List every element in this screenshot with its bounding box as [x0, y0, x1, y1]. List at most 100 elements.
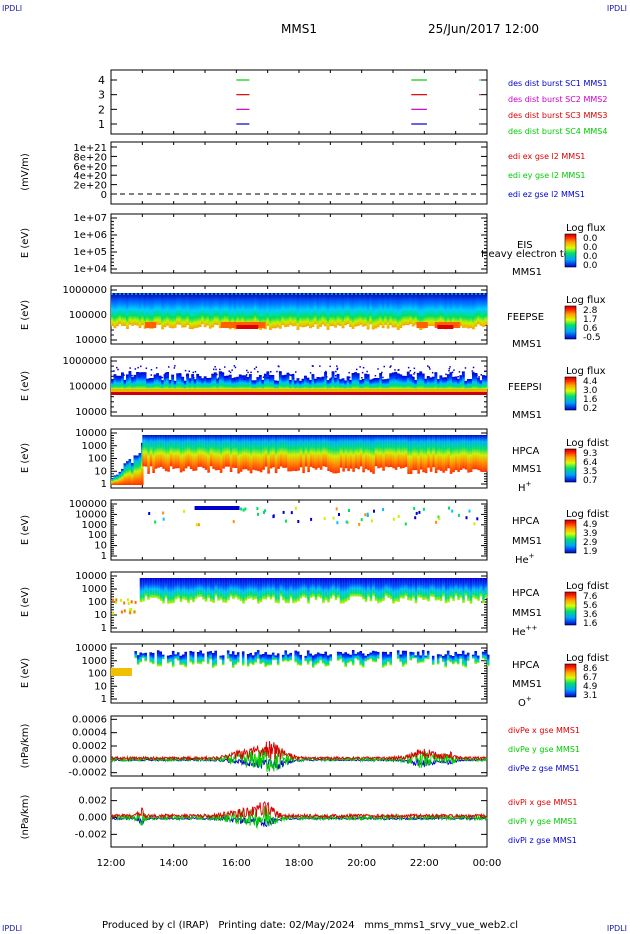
spectrogram-cell: [457, 513, 460, 517]
spectrogram-cell: [226, 650, 230, 660]
spectrogram-cell: [479, 380, 483, 389]
instrument-label: FEEPSE: [507, 312, 544, 323]
spectrogram-cell: [123, 463, 127, 485]
spectrogram-cell: [151, 378, 154, 389]
y-tick-label: 100: [88, 669, 107, 680]
spectrogram-cell: [389, 578, 393, 600]
colorbar-tick-label: 2.9: [583, 538, 598, 548]
spectrogram-cell: [127, 602, 130, 605]
spectrogram-cell: [284, 578, 288, 604]
spectrogram-cell: [389, 651, 392, 666]
colorbar-tick-label: 0.0: [583, 261, 598, 271]
spectrogram-cell: [184, 369, 187, 372]
spectrogram-cell: [266, 654, 270, 666]
spectrogram-cell: [192, 371, 194, 374]
colorbar: [564, 663, 577, 698]
spectrogram-cell: [395, 377, 398, 379]
spectrogram-cell: [321, 654, 325, 664]
spectrogram-cell: [366, 374, 370, 389]
spectrogram-cell: [364, 373, 368, 389]
spectrogram-cell: [198, 376, 202, 389]
spectrogram-cell: [248, 293, 252, 328]
spectrogram-cell: [409, 651, 412, 661]
spectrogram-cell: [218, 293, 222, 329]
spectrogram-cell: [150, 374, 152, 376]
spectrogram-cell: [154, 520, 157, 524]
spectrogram-cell: [404, 578, 408, 597]
spectrogram-cell: [206, 651, 210, 665]
spectrogram-cell: [192, 435, 195, 471]
spectrogram-cell: [231, 651, 235, 668]
spectrogram-cell: [224, 578, 228, 603]
instrument-label: FEEPSI: [508, 382, 542, 393]
spectrogram-cell: [372, 578, 375, 597]
spectrogram-cell: [312, 578, 315, 597]
x-tick-label: 18:00: [285, 858, 314, 869]
instrument-label: HPCA: [512, 516, 540, 527]
spectrogram-cell: [389, 373, 393, 389]
spectrogram-cell: [140, 365, 142, 368]
spectrogram-cell: [407, 578, 410, 601]
spectrogram-cell: [209, 435, 213, 467]
spectrogram-cell: [478, 376, 480, 378]
spectrogram-cell: [404, 375, 408, 389]
spectrogram-cell: [195, 523, 198, 527]
spectrogram-cell: [459, 375, 463, 389]
spectrogram-cell: [228, 374, 232, 389]
spectrogram-cell: [337, 435, 340, 473]
legend-entry: edi ez gse l2 MMS1: [508, 190, 585, 199]
spectrogram-cell: [469, 578, 473, 604]
spectrogram-cell: [123, 374, 125, 376]
spectrogram-cell: [374, 293, 378, 329]
spectrogram-cell: [421, 650, 425, 663]
spectrogram-cell: [111, 668, 132, 676]
spectrogram-cell: [164, 372, 167, 375]
spectrogram-cell: [482, 578, 485, 604]
colorbar-title: Log fdist: [566, 438, 609, 449]
spectrogram-cell: [121, 293, 124, 326]
spectrogram-cell: [256, 293, 260, 328]
spectrogram-cell: [309, 578, 313, 598]
spectrogram-cell: [419, 435, 423, 470]
spectrogram-cell: [336, 368, 338, 371]
spectrogram-cell: [214, 650, 217, 667]
spectrogram-cell: [472, 293, 475, 330]
spectrogram-cell: [473, 522, 476, 526]
spectrogram-cell: [223, 293, 227, 325]
spectrogram-cell: [144, 578, 148, 597]
spectrogram-cell: [413, 367, 416, 370]
spectrogram-cell: [257, 578, 260, 604]
spectrogram-cell: [231, 378, 235, 389]
spectrogram-cell: [243, 293, 247, 329]
spectrogram-cell: [199, 650, 202, 665]
spectrogram-cell: [159, 578, 163, 601]
spectrogram-cell: [154, 578, 158, 598]
spectrogram-cell: [289, 380, 292, 389]
spectrogram-cell: [317, 435, 320, 468]
spectrogram-cell: [394, 293, 398, 328]
spectrogram-cell: [289, 374, 291, 376]
spectrogram-cell: [226, 293, 230, 326]
spectrogram-cell: [472, 366, 475, 369]
spectrogram-cell: [296, 293, 300, 330]
colorbar-tick-label: 0.6: [583, 324, 598, 334]
spectrogram-cell: [316, 293, 320, 329]
y-tick-label: 0: [101, 190, 107, 201]
spectrogram-cell: [384, 651, 387, 667]
spectrogram-cell: [206, 378, 210, 389]
spectrogram-cell: [116, 366, 118, 369]
spectrogram-cell: [276, 653, 280, 666]
spectrogram-cell: [267, 435, 270, 474]
spectrogram-cell: [411, 652, 415, 659]
legend-entry: divPi x gse MMS1: [508, 798, 577, 807]
spectrogram-cell: [434, 435, 438, 474]
spectrogram-cell: [299, 578, 303, 599]
spectrogram-cell: [441, 655, 445, 663]
spectrogram-cell: [220, 371, 223, 373]
spectrogram-cell: [426, 293, 430, 327]
legend-entry: des dist burst SC2 MMS2: [508, 95, 607, 104]
spectrogram-cell: [113, 475, 117, 485]
spectrogram-cell: [282, 578, 285, 601]
spectrogram-cell: [189, 578, 193, 601]
spectrogram-cell: [149, 652, 152, 663]
